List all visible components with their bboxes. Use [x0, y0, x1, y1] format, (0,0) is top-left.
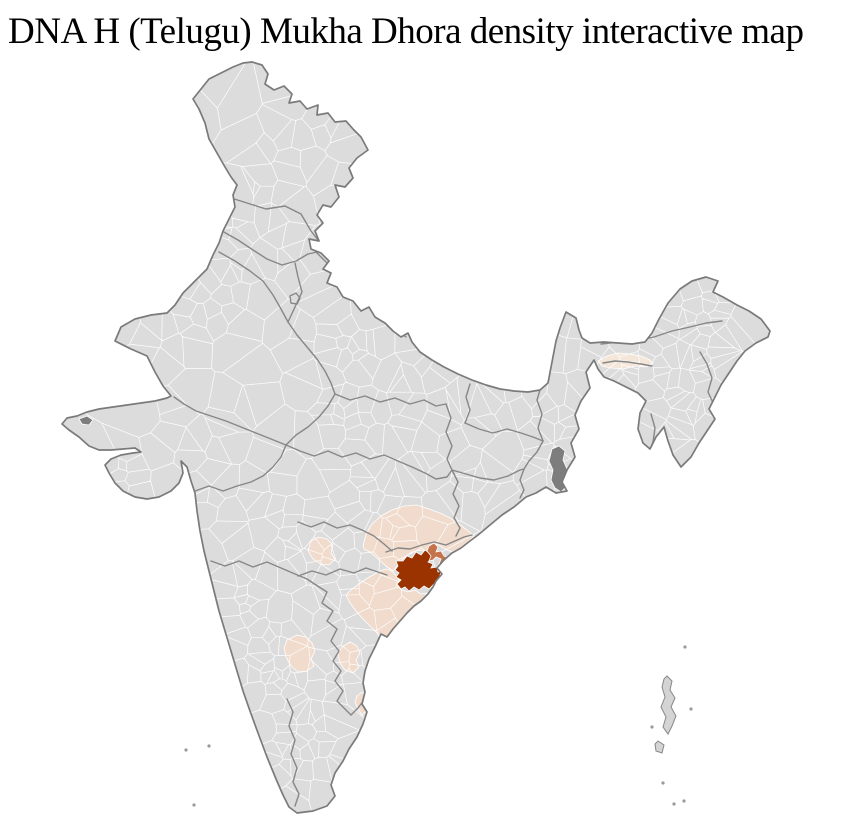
island-dot: [689, 707, 693, 711]
island: [660, 675, 677, 735]
island-dot: [650, 725, 654, 729]
island-dot: [192, 803, 196, 807]
island-dot: [682, 799, 686, 803]
boundary-cluster-west[interactable]: [78, 415, 94, 426]
island-dot: [661, 781, 665, 785]
island: [654, 740, 665, 754]
page-title: DNA H (Telugu) Mukha Dhora density inter…: [8, 11, 804, 52]
island-dot: [184, 748, 188, 752]
map-layers: [62, 62, 770, 813]
island-dot: [207, 744, 211, 748]
island-dot: [672, 802, 676, 806]
island-group: [184, 645, 693, 807]
island-dot: [683, 645, 687, 649]
state-borders: [173, 196, 723, 807]
country-outline: [61, 61, 771, 814]
density-low-west-blob[interactable]: [307, 536, 336, 566]
